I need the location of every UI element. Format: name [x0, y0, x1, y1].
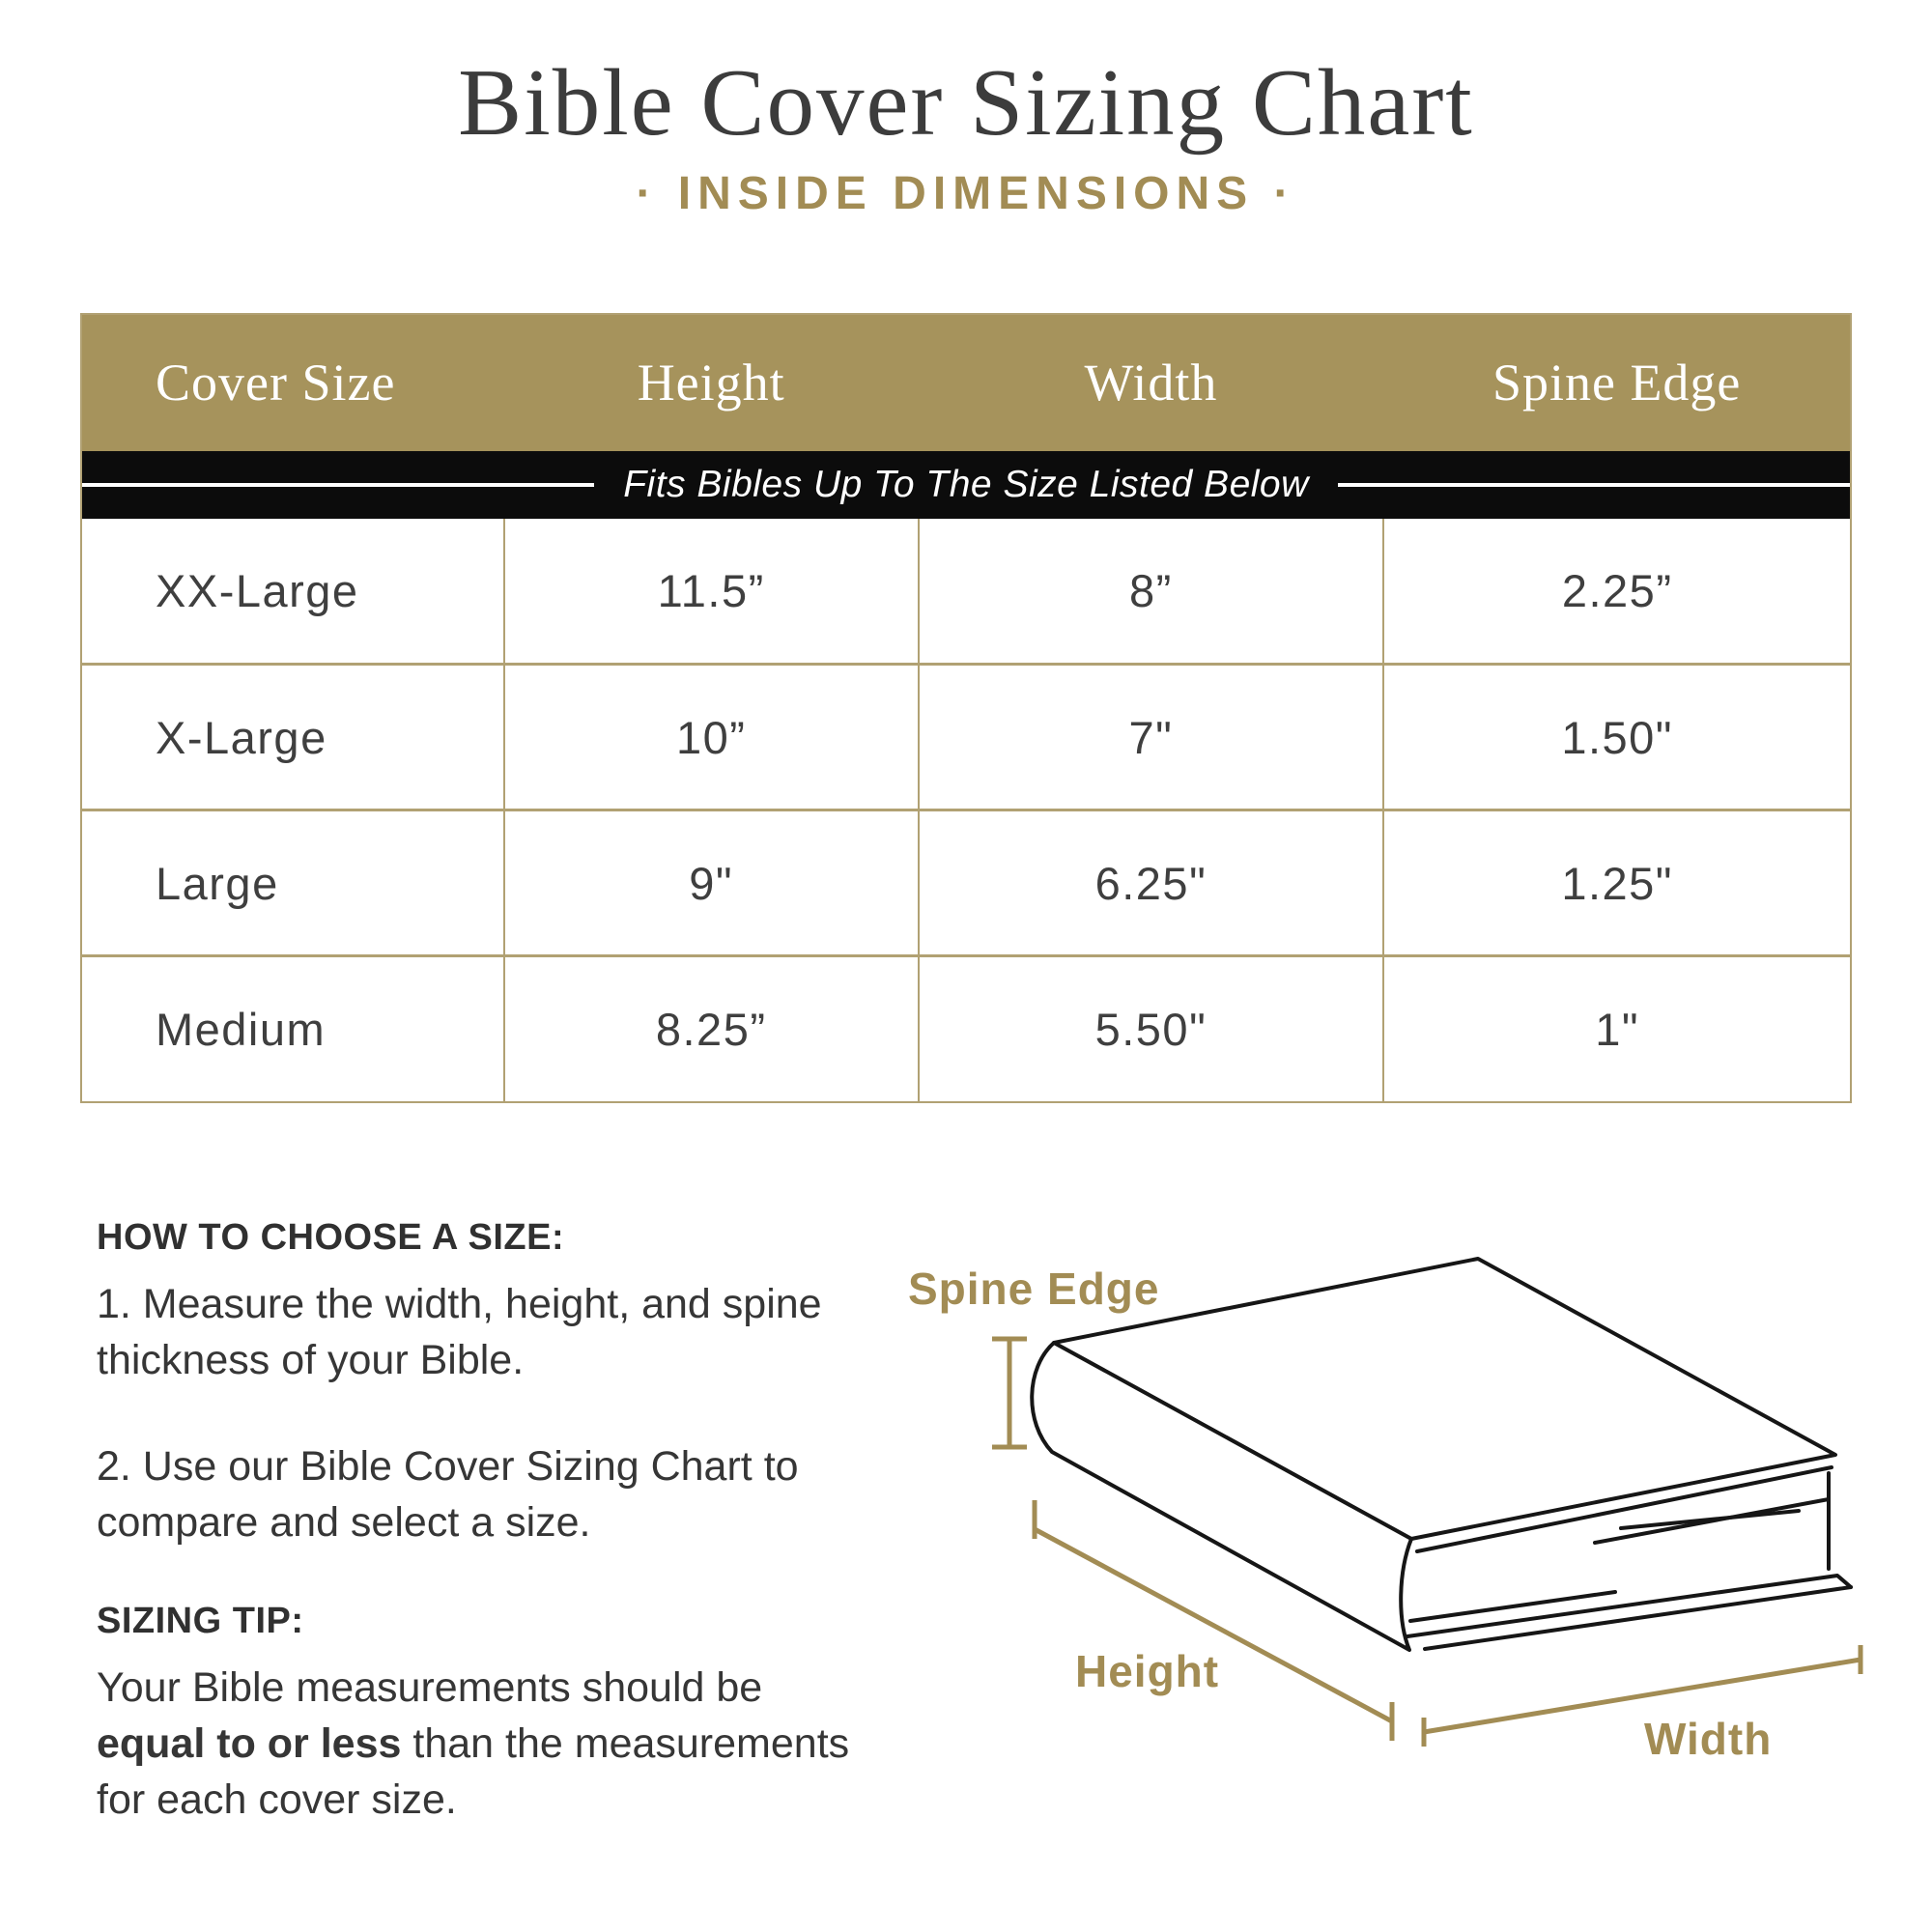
column-header-spine-edge: Spine Edge [1383, 313, 1851, 451]
bottom-section: HOW TO CHOOSE A SIZE: 1. Measure the wid… [0, 1217, 1932, 1899]
book-cover-edge [1415, 1464, 1833, 1553]
cell-size: Medium [81, 954, 504, 1102]
book-diagram-svg: Spine Edge Height Width [908, 1256, 1863, 1764]
cell-height: 10” [502, 663, 919, 810]
sizing-tip-heading: SIZING TIP: [97, 1601, 304, 1642]
width-line [1423, 1657, 1861, 1735]
table-row: X-Large 10” 7" 1.50" [81, 663, 1851, 810]
table-row: XX-Large 11.5” 8” 2.25” [81, 518, 1851, 665]
instructions-block: HOW TO CHOOSE A SIZE: 1. Measure the wid… [97, 1217, 860, 1828]
cell-size: XX-Large [81, 518, 504, 665]
tip-text-bold: equal to or less [97, 1720, 402, 1768]
book-bottom-board-top [1406, 1573, 1853, 1638]
page-title: Bible Cover Sizing Chart [458, 50, 1474, 156]
band-rule-left [82, 482, 595, 487]
band-rule-right [1337, 482, 1851, 487]
cell-height: 9" [502, 809, 919, 956]
band-note: Fits Bibles Up To The Size Listed Below [623, 463, 1309, 505]
cell-width: 7" [917, 663, 1384, 810]
height-line [1033, 1526, 1394, 1724]
table-row: Large 9" 6.25" 1.25" [81, 809, 1851, 956]
spine-edge-label: Spine Edge [908, 1264, 1159, 1314]
table-row: Medium 8.25” 5.50" 1" [81, 954, 1851, 1102]
sizing-table: Cover Size Height Width Spine Edge Fits … [80, 312, 1852, 1103]
cell-spine: 1.25" [1382, 809, 1851, 956]
cell-height: 11.5” [502, 518, 919, 665]
cell-spine: 2.25” [1382, 518, 1851, 665]
column-header-height: Height [503, 313, 919, 451]
height-measure: Height [1032, 1499, 1395, 1741]
cell-height: 8.25” [502, 954, 919, 1102]
step-2: 2. Use our Bible Cover Sizing Chart to c… [97, 1442, 799, 1547]
book-page-line-2 [1593, 1496, 1831, 1545]
width-measure: Width [1421, 1644, 1863, 1764]
cell-width: 8” [917, 518, 1384, 665]
book-spine-face [1030, 1340, 1413, 1652]
cell-spine: 1" [1382, 954, 1851, 1102]
cell-spine: 1.50" [1382, 663, 1851, 810]
how-to-heading: HOW TO CHOOSE A SIZE: [97, 1216, 565, 1258]
column-header-cover-size: Cover Size [81, 313, 504, 451]
width-label: Width [1644, 1714, 1772, 1764]
table-note-band: Fits Bibles Up To The Size Listed Below [81, 450, 1851, 519]
book-outline [1030, 1256, 1853, 1652]
cell-size: X-Large [81, 663, 504, 810]
step-1: 1. Measure the width, height, and spine … [97, 1280, 822, 1383]
book-page-line-3 [1408, 1589, 1617, 1623]
cell-width: 6.25" [917, 809, 1384, 956]
spine-edge-measure: Spine Edge [908, 1264, 1159, 1450]
cell-size: Large [81, 809, 504, 956]
cell-width: 5.50" [917, 954, 1384, 1102]
book-diagram: Spine Edge Height Width [898, 1242, 1932, 1899]
tip-text-post: than the measurements for each cover siz… [97, 1720, 850, 1824]
sizing-tip-text: Your Bible measurements should be equal … [97, 1660, 860, 1828]
book-bottom-board-bottom [1423, 1584, 1853, 1651]
tip-text-pre: Your Bible measurements should be [97, 1664, 763, 1712]
table-header-row: Cover Size Height Width Spine Edge [81, 313, 1851, 451]
height-label: Height [1075, 1646, 1219, 1696]
page-subtitle: · INSIDE DIMENSIONS · [636, 167, 1296, 219]
column-header-width: Width [918, 313, 1384, 451]
